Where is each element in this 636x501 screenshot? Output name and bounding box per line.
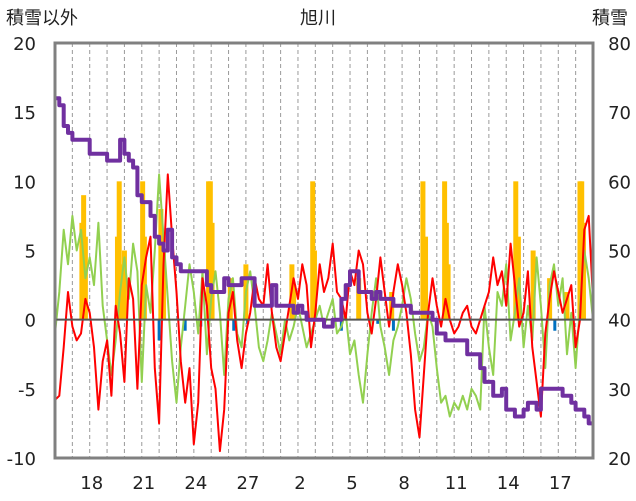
negative-bar bbox=[553, 319, 557, 331]
snowfall-bar bbox=[513, 181, 519, 320]
right-tick-label: 20 bbox=[608, 449, 631, 470]
snowfall-bar bbox=[158, 209, 164, 320]
chart-title: 旭川 bbox=[300, 8, 336, 29]
negative-bar bbox=[157, 319, 161, 341]
snowfall-bar bbox=[141, 236, 147, 320]
left-tick-label: 5 bbox=[25, 242, 36, 263]
x-tick-label: 18 bbox=[80, 473, 103, 494]
x-tick-label: 5 bbox=[346, 473, 357, 494]
x-tick-label: 14 bbox=[497, 473, 520, 494]
left-tick-label: 15 bbox=[13, 103, 36, 124]
snowfall-bar bbox=[420, 181, 426, 320]
left-tick-label: 20 bbox=[13, 34, 36, 55]
right-tick-label: 70 bbox=[608, 103, 631, 124]
x-tick-label: 27 bbox=[236, 473, 259, 494]
x-tick-label: 21 bbox=[132, 473, 155, 494]
left-axis-label: 積雪以外 bbox=[6, 8, 78, 29]
x-tick-label: 17 bbox=[549, 473, 572, 494]
right-tick-label: 60 bbox=[608, 172, 631, 193]
snowfall-bar bbox=[227, 278, 233, 320]
snowfall-bar bbox=[291, 285, 297, 320]
red-series-line bbox=[54, 173, 594, 453]
left-tick-label: -10 bbox=[7, 449, 36, 470]
snow-depth-line bbox=[55, 96, 593, 426]
x-axis-ticks: 18 21 24 27 2 5 8 11 14 17 bbox=[80, 473, 571, 494]
right-tick-label: 30 bbox=[608, 380, 631, 401]
left-tick-label: 0 bbox=[25, 311, 36, 332]
right-axis-ticks: 80 70 60 50 40 30 20 bbox=[608, 34, 631, 470]
left-axis-ticks: 20 15 10 5 0 -5 -10 bbox=[7, 34, 36, 470]
snowfall-bar bbox=[530, 250, 536, 320]
negative-bar bbox=[376, 319, 380, 324]
negative-bar bbox=[391, 319, 395, 331]
x-tick-label: 8 bbox=[398, 473, 409, 494]
snowfall-bar bbox=[423, 236, 429, 320]
right-axis-label: 積雪 bbox=[592, 8, 628, 29]
right-tick-label: 50 bbox=[608, 242, 631, 263]
x-tick-label: 24 bbox=[184, 473, 207, 494]
green-series-line bbox=[54, 173, 594, 418]
x-tick-label: 11 bbox=[445, 473, 468, 494]
series-lines bbox=[54, 96, 594, 453]
plot-frame bbox=[53, 41, 595, 460]
x-tick-label: 2 bbox=[294, 473, 305, 494]
left-tick-label: -5 bbox=[18, 380, 36, 401]
snowfall-bar bbox=[311, 250, 317, 320]
negative-bar bbox=[183, 319, 187, 331]
snowfall-bar bbox=[445, 264, 451, 320]
left-tick-label: 10 bbox=[13, 172, 36, 193]
snowfall-bar bbox=[116, 181, 122, 320]
right-tick-label: 80 bbox=[608, 34, 631, 55]
snowfall-bar bbox=[356, 278, 362, 320]
negative-bar bbox=[232, 319, 236, 331]
snowfall-bar bbox=[564, 292, 570, 320]
snowfall-bar bbox=[209, 222, 215, 320]
right-tick-label: 40 bbox=[608, 311, 631, 332]
snowfall-bar bbox=[121, 250, 127, 320]
